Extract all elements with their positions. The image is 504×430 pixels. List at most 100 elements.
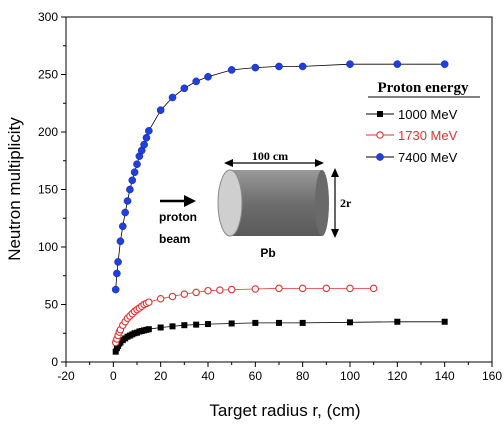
y-axis-ticks: 0 50 100 150 200 250 300: [38, 10, 66, 369]
material-label: Pb: [260, 246, 275, 260]
beam-label-line1: proton: [159, 210, 197, 224]
data-point: [228, 320, 235, 327]
x-tick-label: 160: [482, 369, 502, 383]
data-point: [121, 208, 129, 217]
data-point: [145, 298, 153, 306]
y-tick-label: 200: [38, 125, 58, 139]
cylinder-end-back: [315, 170, 329, 236]
data-point: [251, 63, 260, 72]
data-point: [193, 321, 200, 328]
data-point: [114, 258, 122, 266]
y-tick-label: 100: [38, 240, 58, 254]
x-axis-ticks: -20 0 20 40 60 80 100 120 140 160: [57, 362, 502, 383]
series-line-1: [115, 288, 374, 343]
data-point: [205, 321, 211, 328]
data-point: [346, 60, 354, 68]
data-point: [204, 286, 212, 295]
data-point: [145, 326, 152, 333]
x-tick-label: 80: [296, 369, 310, 383]
legend-label: 7400 MeV: [398, 150, 458, 165]
x-tick-label: 0: [110, 369, 117, 383]
data-point: [393, 60, 402, 68]
radius-label: 2r: [340, 196, 352, 210]
legend-marker: [376, 131, 384, 139]
length-arrow-left-icon: [224, 159, 233, 167]
series-line-0: [115, 321, 445, 352]
cylinder-body: [230, 170, 322, 236]
data-point: [227, 66, 236, 74]
data-point: [227, 285, 236, 294]
x-tick-label: 100: [340, 369, 360, 383]
beam-arrow-icon: [184, 195, 196, 207]
data-point: [145, 127, 153, 135]
data-point: [394, 318, 401, 325]
data-point: [168, 93, 177, 102]
y-tick-label: 300: [38, 10, 58, 24]
target-illustration: 100 cm 2r proton beam Pb: [159, 149, 352, 260]
cylinder-end-face: [217, 169, 243, 237]
data-point: [276, 319, 282, 326]
data-point: [112, 348, 119, 355]
data-point: [204, 73, 212, 81]
radius-arrow-down-icon: [331, 229, 339, 238]
data-point: [347, 319, 353, 326]
x-tick-label: 120: [387, 369, 407, 383]
data-point: [192, 288, 200, 297]
data-point: [216, 286, 224, 294]
data-point: [441, 318, 448, 325]
y-axis-title: Neutron multiplicity: [5, 117, 24, 261]
data-point: [369, 284, 378, 293]
beam-label-line2: beam: [159, 232, 190, 246]
x-tick-label: 20: [154, 369, 168, 383]
data-point: [192, 77, 200, 86]
data-point: [128, 176, 137, 185]
x-axis-title: Target radius r, (cm): [209, 401, 360, 420]
data-point: [140, 140, 148, 149]
data-point: [298, 284, 307, 293]
data-point: [123, 197, 132, 205]
y-tick-label: 250: [38, 68, 58, 82]
data-point: [156, 106, 165, 114]
legend-entries: 1000 MeV 1730 MeV 7400 MeV: [366, 107, 458, 165]
series-points: [111, 60, 449, 355]
data-point: [275, 62, 283, 71]
length-label: 100 cm: [252, 149, 288, 163]
data-point: [111, 285, 120, 294]
data-point: [113, 269, 121, 278]
legend-marker: [377, 111, 383, 117]
data-point: [168, 292, 177, 301]
data-point: [142, 133, 151, 142]
legend: Proton energy 1000 MeV 1730 MeV 7400 MeV: [366, 80, 480, 165]
legend-title: Proton energy: [378, 80, 469, 96]
x-tick-label: 140: [435, 369, 455, 383]
legend-marker: [376, 153, 384, 161]
data-point: [322, 284, 331, 293]
data-point: [133, 160, 141, 168]
legend-label: 1730 MeV: [398, 128, 458, 143]
data-point: [180, 290, 189, 298]
data-point: [298, 62, 307, 71]
x-tick-label: -20: [57, 369, 75, 383]
data-point: [130, 168, 139, 177]
data-point: [156, 294, 165, 303]
data-point: [157, 324, 164, 331]
x-tick-label: 40: [201, 369, 215, 383]
y-tick-label: 50: [45, 298, 59, 312]
radius-arrow-up-icon: [331, 168, 339, 177]
data-point: [440, 60, 449, 68]
data-point: [180, 84, 189, 93]
data-point: [275, 284, 283, 293]
data-point: [251, 285, 260, 293]
legend-label: 1000 MeV: [398, 107, 458, 122]
data-point: [252, 319, 259, 326]
y-tick-label: 0: [51, 355, 58, 369]
y-tick-label: 150: [38, 183, 58, 197]
data-point: [126, 185, 134, 194]
data-point: [119, 222, 127, 231]
length-arrow-right-icon: [315, 159, 324, 167]
x-tick-label: 60: [249, 369, 263, 383]
data-point: [299, 319, 306, 326]
data-point: [346, 284, 354, 293]
data-point: [169, 323, 176, 330]
